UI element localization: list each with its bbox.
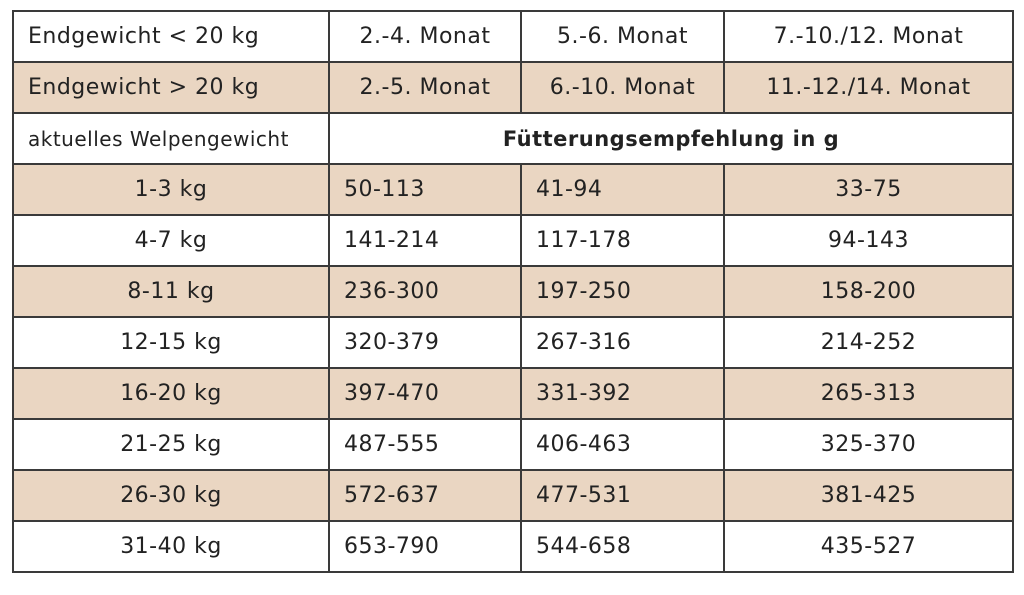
weight-cell: 26-30 kg xyxy=(12,469,330,522)
amount-cell: 331-392 xyxy=(520,367,725,420)
amount-cell: 41-94 xyxy=(520,163,725,216)
header-label: Endgewicht > 20 kg xyxy=(12,61,330,114)
data-row: 21-25 kg 487-555 406-463 325-370 xyxy=(12,418,1014,471)
subheader-row: aktuelles Welpengewicht Fütterungsempfehl… xyxy=(12,112,1014,165)
amount-cell: 117-178 xyxy=(520,214,725,267)
amount-cell: 406-463 xyxy=(520,418,725,471)
amount-cell: 265-313 xyxy=(723,367,1014,420)
weight-cell: 12-15 kg xyxy=(12,316,330,369)
header-cell: 11.-12./14. Monat xyxy=(723,61,1014,114)
amount-cell: 50-113 xyxy=(328,163,522,216)
header-cell: 5.-6. Monat xyxy=(520,10,725,63)
amount-cell: 435-527 xyxy=(723,520,1014,573)
amount-cell: 158-200 xyxy=(723,265,1014,318)
header-cell: 2.-5. Monat xyxy=(328,61,522,114)
header-row: Endgewicht < 20 kg 2.-4. Monat 5.-6. Monat… xyxy=(12,10,1014,63)
data-row: 31-40 kg 653-790 544-658 435-527 xyxy=(12,520,1014,573)
header-label: Endgewicht < 20 kg xyxy=(12,10,330,63)
data-row: 4-7 kg 141-214 117-178 94-143 xyxy=(12,214,1014,267)
header-cell: 6.-10. Monat xyxy=(520,61,725,114)
amount-cell: 214-252 xyxy=(723,316,1014,369)
amount-cell: 325-370 xyxy=(723,418,1014,471)
data-row: 26-30 kg 572-637 477-531 381-425 xyxy=(12,469,1014,522)
amount-cell: 197-250 xyxy=(520,265,725,318)
amount-cell: 544-658 xyxy=(520,520,725,573)
subheader-label: aktuelles Welpengewicht xyxy=(12,112,330,165)
weight-cell: 4-7 kg xyxy=(12,214,330,267)
weight-cell: 16-20 kg xyxy=(12,367,330,420)
feeding-table: Endgewicht < 20 kg 2.-4. Monat 5.-6. Monat… xyxy=(12,10,1014,573)
amount-cell: 94-143 xyxy=(723,214,1014,267)
header-cell: 7.-10./12. Monat xyxy=(723,10,1014,63)
weight-cell: 21-25 kg xyxy=(12,418,330,471)
amount-cell: 397-470 xyxy=(328,367,522,420)
data-row: 16-20 kg 397-470 331-392 265-313 xyxy=(12,367,1014,420)
amount-cell: 33-75 xyxy=(723,163,1014,216)
subheader-title: Fütterungsempfehlung in g xyxy=(328,112,1014,165)
amount-cell: 572-637 xyxy=(328,469,522,522)
data-row: 8-11 kg 236-300 197-250 158-200 xyxy=(12,265,1014,318)
data-row: 12-15 kg 320-379 267-316 214-252 xyxy=(12,316,1014,369)
amount-cell: 236-300 xyxy=(328,265,522,318)
amount-cell: 267-316 xyxy=(520,316,725,369)
weight-cell: 1-3 kg xyxy=(12,163,330,216)
amount-cell: 381-425 xyxy=(723,469,1014,522)
amount-cell: 320-379 xyxy=(328,316,522,369)
table-body: Endgewicht < 20 kg 2.-4. Monat 5.-6. Monat… xyxy=(12,10,1014,573)
weight-cell: 31-40 kg xyxy=(12,520,330,573)
weight-cell: 8-11 kg xyxy=(12,265,330,318)
header-cell: 2.-4. Monat xyxy=(328,10,522,63)
header-row: Endgewicht > 20 kg 2.-5. Monat 6.-10. Mona… xyxy=(12,61,1014,114)
amount-cell: 477-531 xyxy=(520,469,725,522)
amount-cell: 141-214 xyxy=(328,214,522,267)
amount-cell: 653-790 xyxy=(328,520,522,573)
amount-cell: 487-555 xyxy=(328,418,522,471)
data-row: 1-3 kg 50-113 41-94 33-75 xyxy=(12,163,1014,216)
